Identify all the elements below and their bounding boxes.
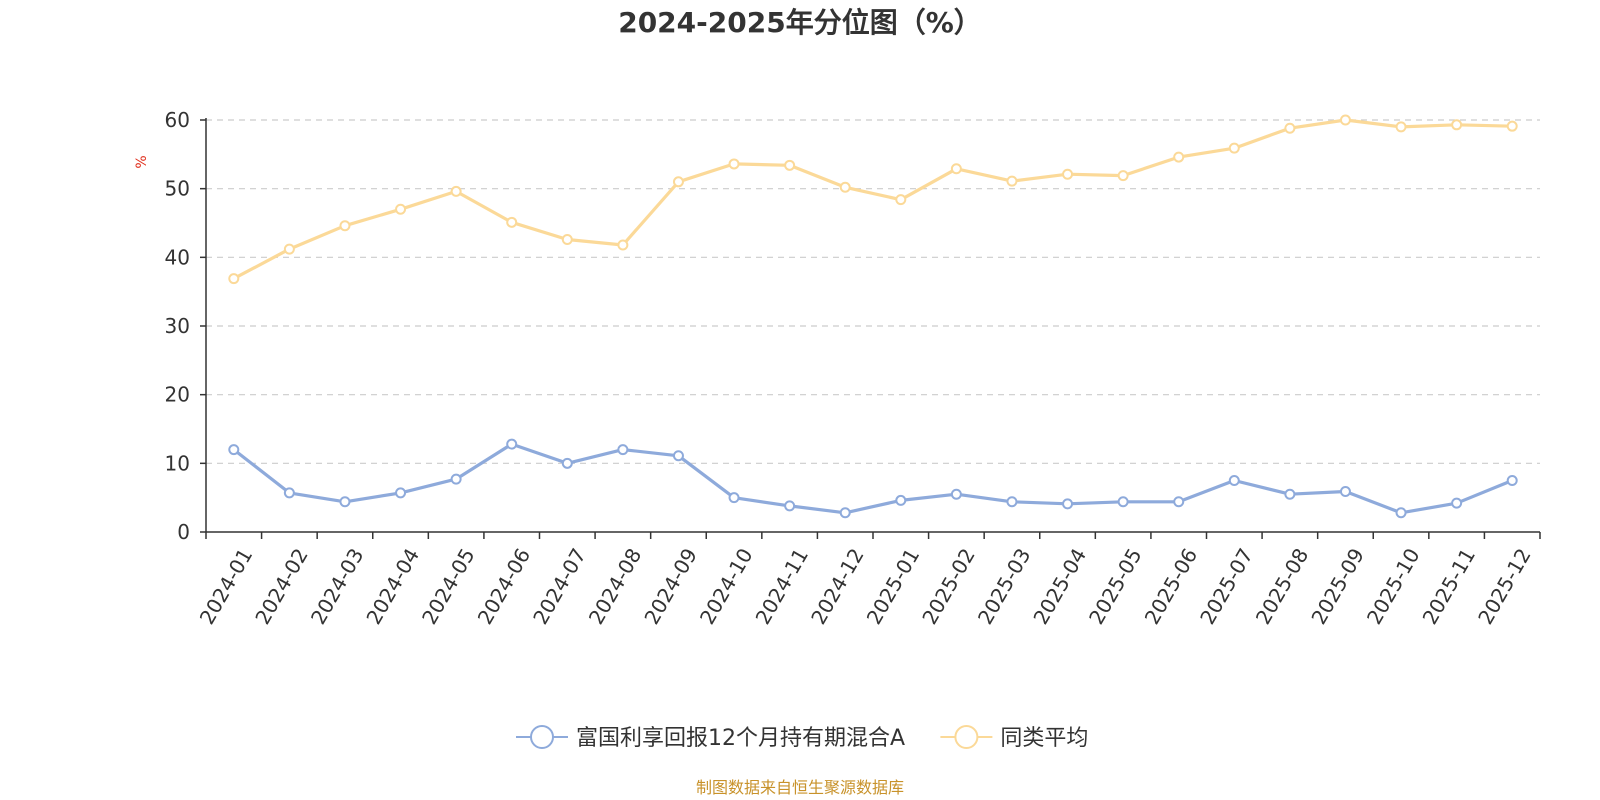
series-0-point-13 — [950, 488, 962, 500]
series-1-point-13 — [950, 163, 962, 175]
chart-title: 2024-2025年分位图（%） — [618, 6, 982, 39]
x-tick-label-0: 2024-01 — [195, 544, 258, 628]
y-tick-label-0: 0 — [177, 520, 190, 544]
series-1-point-23 — [1506, 120, 1518, 132]
legend: 富国利享回报12个月持有期混合A 同类平均 — [516, 725, 1088, 751]
series-0-point-10 — [784, 500, 796, 512]
series-0-point-20 — [1339, 485, 1351, 497]
axes: 01020304050602024-012024-022024-032024-0… — [165, 108, 1541, 628]
x-tick-label-9: 2024-10 — [695, 544, 758, 628]
series-0-point-5 — [506, 438, 518, 450]
y-tick-label-6: 60 — [165, 108, 190, 132]
x-tick-label-16: 2025-05 — [1084, 544, 1147, 628]
grid-lines — [206, 119, 1540, 464]
series-1-point-16 — [1117, 170, 1129, 182]
x-tick-label-14: 2025-03 — [973, 544, 1036, 628]
series-1-point-8 — [672, 176, 684, 188]
x-tick-label-3: 2024-04 — [361, 544, 424, 628]
series-0 — [228, 438, 1518, 519]
x-tick-label-23: 2025-12 — [1473, 544, 1536, 628]
x-tick-label-17: 2025-06 — [1140, 544, 1203, 628]
y-tick-label-5: 50 — [165, 177, 190, 201]
series-0-point-18 — [1228, 475, 1240, 486]
series-1 — [228, 114, 1518, 285]
series-1-point-6 — [561, 233, 573, 245]
x-tick-label-19: 2025-08 — [1251, 544, 1314, 628]
series-0-point-17 — [1173, 496, 1185, 508]
x-tick-label-2: 2024-03 — [306, 544, 369, 628]
series-1-point-12 — [895, 194, 907, 206]
series-1-point-17 — [1173, 151, 1185, 163]
x-tick-label-7: 2024-08 — [584, 544, 647, 628]
legend-item-1: 同类平均 — [940, 725, 1088, 751]
series-1-point-22 — [1451, 119, 1463, 131]
series-lines — [228, 114, 1518, 519]
series-1-point-14 — [1006, 175, 1018, 187]
legend-marker-circle-0 — [530, 725, 554, 749]
series-0-point-6 — [561, 457, 573, 469]
y-tick-label-1: 10 — [165, 451, 190, 475]
x-tick-label-1: 2024-02 — [250, 544, 313, 628]
x-tick-label-20: 2025-09 — [1306, 544, 1369, 628]
series-0-point-15 — [1062, 498, 1074, 510]
series-1-point-4 — [450, 185, 462, 197]
series-0-point-12 — [895, 494, 907, 506]
source-note: 制图数据来自恒生聚源数据库 — [696, 778, 904, 797]
y-axis-label: % — [134, 155, 150, 168]
series-1-point-2 — [339, 220, 351, 232]
series-0-point-22 — [1451, 497, 1463, 509]
x-tick-label-12: 2025-01 — [862, 544, 925, 628]
x-tick-label-11: 2024-12 — [806, 544, 869, 628]
series-0-point-23 — [1506, 475, 1518, 486]
series-0-point-8 — [672, 450, 684, 462]
series-1-point-9 — [728, 158, 740, 170]
series-1-point-11 — [839, 181, 851, 193]
x-tick-label-8: 2024-09 — [639, 544, 702, 628]
x-tick-label-21: 2025-10 — [1362, 544, 1425, 628]
series-1-point-7 — [617, 239, 629, 251]
x-tick-label-6: 2024-07 — [528, 544, 591, 628]
y-tick-label-4: 40 — [165, 245, 190, 269]
series-0-point-21 — [1395, 507, 1407, 519]
series-0-point-2 — [339, 496, 351, 508]
x-tick-label-10: 2024-11 — [751, 544, 814, 628]
series-1-point-1 — [283, 243, 295, 255]
series-line-1 — [233, 118, 1513, 281]
y-tick-label-3: 30 — [165, 314, 190, 338]
series-1-point-20 — [1339, 114, 1351, 126]
x-tick-label-4: 2024-05 — [417, 544, 480, 628]
series-0-point-0 — [228, 444, 240, 456]
legend-item-0: 富国利享回报12个月持有期混合A — [516, 725, 905, 751]
series-1-point-0 — [228, 273, 240, 285]
series-1-point-21 — [1395, 121, 1407, 133]
x-tick-label-22: 2025-11 — [1418, 544, 1481, 628]
series-line-0 — [232, 442, 1513, 515]
series-0-point-3 — [395, 487, 407, 499]
series-0-point-9 — [728, 492, 740, 504]
series-0-point-7 — [617, 444, 629, 456]
series-0-point-19 — [1284, 488, 1296, 500]
x-tick-label-18: 2025-07 — [1195, 544, 1258, 628]
series-1-point-10 — [784, 159, 796, 171]
series-1-point-15 — [1062, 168, 1074, 180]
series-0-point-4 — [450, 473, 462, 485]
y-tick-label-2: 20 — [165, 383, 190, 407]
series-0-point-1 — [283, 487, 295, 499]
series-0-point-16 — [1117, 496, 1129, 508]
legend-label-1: 同类平均 — [1000, 726, 1088, 751]
series-1-point-19 — [1284, 122, 1296, 134]
x-tick-label-5: 2024-06 — [473, 544, 536, 628]
legend-label-0: 富国利享回报12个月持有期混合A — [576, 726, 905, 751]
series-1-point-18 — [1228, 142, 1240, 154]
series-1-point-3 — [395, 203, 407, 215]
x-tick-label-13: 2025-02 — [917, 544, 980, 628]
series-0-point-11 — [839, 507, 851, 519]
series-0-point-14 — [1006, 496, 1018, 508]
x-tick-label-15: 2025-04 — [1028, 544, 1091, 628]
series-1-point-5 — [506, 216, 518, 228]
legend-marker-circle-1 — [954, 725, 979, 749]
